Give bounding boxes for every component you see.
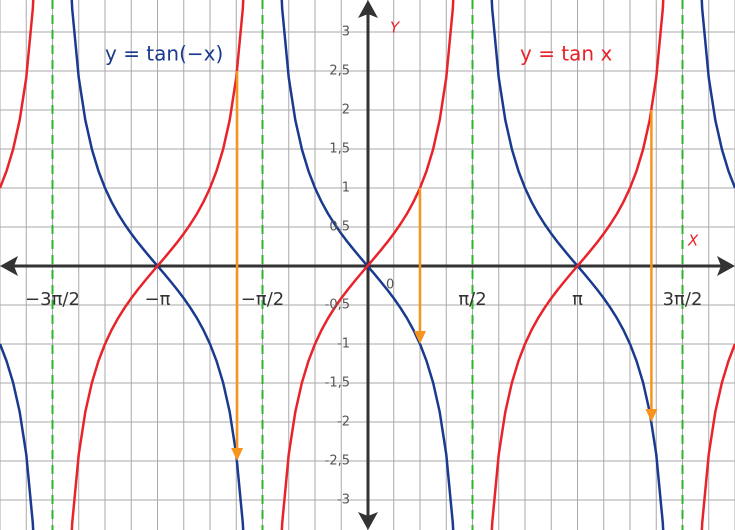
y-tick-label: 0,5 [329, 219, 350, 234]
x-tick-label: π [572, 289, 583, 310]
arrow-head [231, 447, 244, 461]
series-label: y = tan(−x) [105, 42, 223, 66]
x-tick-label: −π/2 [241, 289, 284, 310]
y-tick-label: 2,5 [329, 63, 350, 78]
y-tick-label: -3 [337, 492, 350, 507]
y-tick-label: 1,5 [329, 141, 350, 156]
y-tick-label: -1 [337, 336, 350, 351]
y-axis-arrow-top [358, 0, 378, 18]
y-tick-label: 2 [342, 102, 350, 117]
y-tick-label: 3 [342, 24, 350, 39]
series-label: y = tan x [520, 42, 612, 66]
y-tick-label: 1 [342, 180, 350, 195]
x-tick-label: −π [145, 289, 171, 310]
arrows [231, 70, 658, 461]
asymptotes [51, 0, 684, 530]
x-tick-label: −3π/2 [25, 289, 80, 310]
y-tick-label: 0 [386, 277, 394, 292]
y-axis-arrow-bottom [358, 512, 378, 530]
y-axis-label: Y [390, 19, 401, 37]
y-tick-label: -1,5 [325, 375, 350, 390]
x-axis-label: X [687, 232, 699, 250]
x-axis-arrow-left [0, 256, 18, 276]
y-tick-label: -0,5 [325, 297, 350, 312]
arrow-head [645, 408, 658, 422]
x-tick-label: π/2 [458, 289, 486, 310]
labels: Y X y = tan(−x) y = tan x 3 2,5 2 1,5 1 0,5 0 -… [25, 19, 702, 508]
y-tick-label: -2,5 [325, 453, 350, 468]
y-tick-label: -2 [337, 414, 350, 429]
arrow-head [414, 330, 426, 344]
x-axis-arrow-right [717, 256, 735, 276]
x-tick-label: 3π/2 [663, 289, 703, 310]
